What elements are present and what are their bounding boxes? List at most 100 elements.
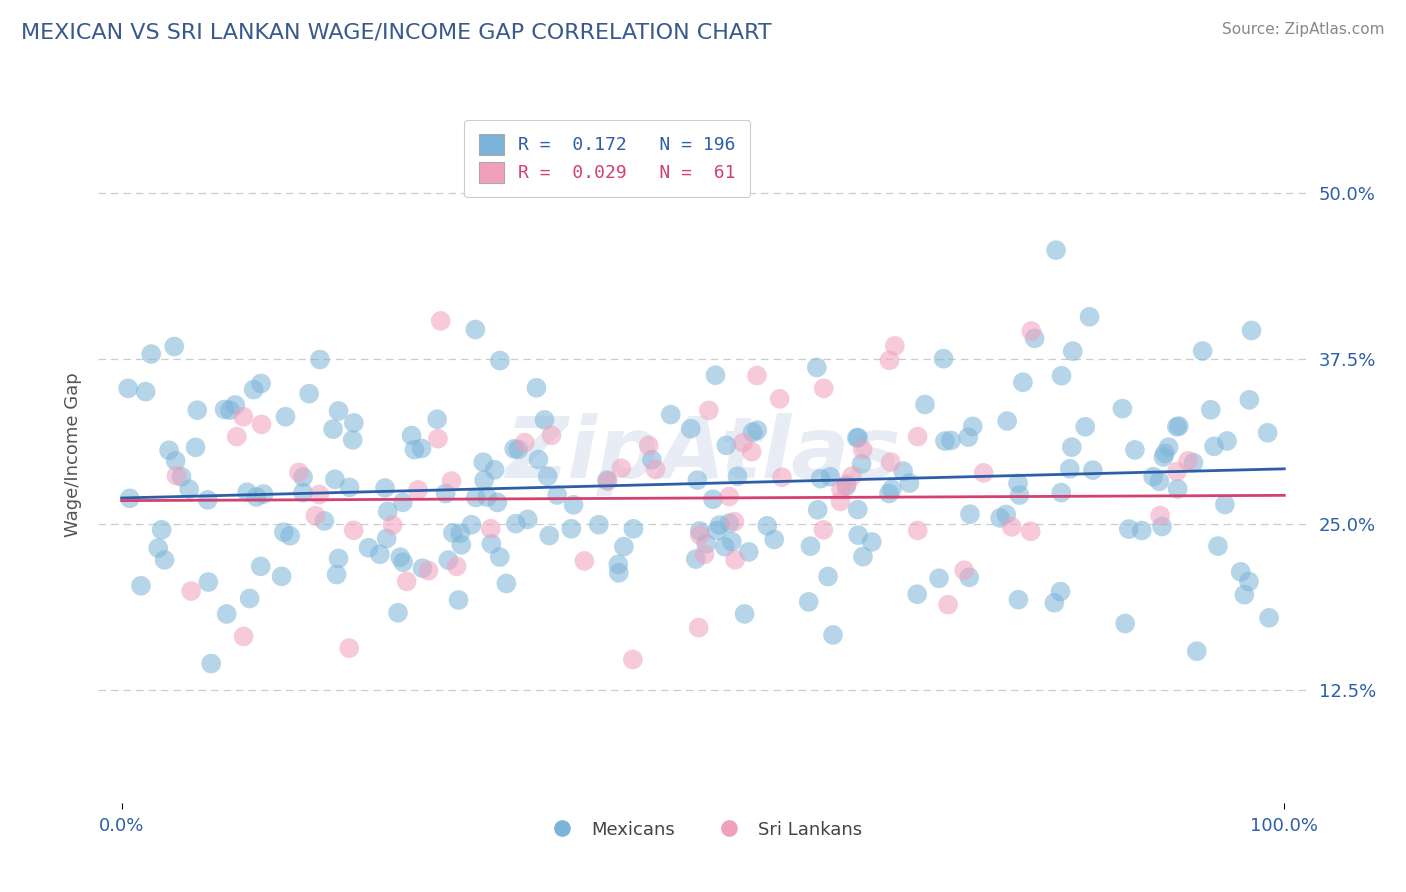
Point [1012, 376, 1035, 390]
Point [879, 353, 901, 368]
Point [688, 621, 710, 635]
Point [538, 528, 561, 542]
Point [877, 486, 900, 500]
Point [830, 483, 852, 497]
Point [1049, 584, 1071, 599]
Point [368, 547, 391, 561]
Point [274, 409, 297, 424]
Point [723, 515, 745, 529]
Point [745, 368, 768, 383]
Point [163, 339, 186, 353]
Point [820, 469, 842, 483]
Point [1123, 442, 1146, 457]
Point [406, 483, 429, 497]
Point [214, 402, 236, 417]
Point [1062, 344, 1084, 359]
Point [215, 607, 238, 621]
Point [429, 314, 451, 328]
Point [343, 523, 366, 537]
Point [1149, 475, 1171, 489]
Point [503, 442, 526, 456]
Point [232, 630, 254, 644]
Point [180, 584, 202, 599]
Point [1050, 485, 1073, 500]
Point [273, 525, 295, 540]
Point [562, 498, 585, 512]
Point [200, 657, 222, 671]
Point [508, 442, 530, 457]
Point [1007, 592, 1029, 607]
Point [716, 438, 738, 452]
Point [343, 416, 366, 430]
Point [153, 553, 176, 567]
Point [596, 475, 619, 489]
Point [880, 482, 903, 496]
Point [1229, 565, 1251, 579]
Point [718, 490, 741, 504]
Point [1257, 425, 1279, 440]
Point [1008, 488, 1031, 502]
Point [325, 567, 347, 582]
Point [374, 481, 396, 495]
Point [685, 552, 707, 566]
Point [1167, 482, 1189, 496]
Point [637, 438, 659, 452]
Text: ZipAtlas: ZipAtlas [505, 413, 901, 497]
Point [1153, 446, 1175, 460]
Point [939, 434, 962, 448]
Y-axis label: Wage/Income Gap: Wage/Income Gap [63, 373, 82, 537]
Point [314, 514, 336, 528]
Point [1206, 539, 1229, 553]
Point [1019, 524, 1042, 539]
Point [898, 476, 921, 491]
Point [1045, 243, 1067, 257]
Point [851, 457, 873, 471]
Point [179, 482, 201, 496]
Point [427, 432, 450, 446]
Point [527, 452, 550, 467]
Point [852, 442, 875, 457]
Point [797, 595, 820, 609]
Point [197, 492, 219, 507]
Point [426, 412, 449, 426]
Point [464, 491, 486, 505]
Point [988, 511, 1011, 525]
Point [806, 360, 828, 375]
Point [449, 526, 471, 541]
Point [323, 472, 346, 486]
Point [813, 523, 835, 537]
Point [891, 464, 914, 478]
Point [607, 558, 630, 572]
Point [623, 522, 645, 536]
Point [1074, 419, 1097, 434]
Point [472, 473, 495, 487]
Point [148, 541, 170, 555]
Point [1240, 323, 1263, 337]
Point [1081, 463, 1104, 477]
Point [813, 381, 835, 395]
Point [170, 470, 193, 484]
Point [1007, 476, 1029, 491]
Point [830, 494, 852, 508]
Point [689, 524, 711, 538]
Point [536, 469, 558, 483]
Point [1153, 450, 1175, 464]
Point [1078, 310, 1101, 324]
Point [936, 598, 959, 612]
Point [533, 413, 555, 427]
Point [821, 628, 844, 642]
Point [460, 517, 482, 532]
Point [1177, 454, 1199, 468]
Point [387, 606, 409, 620]
Point [392, 555, 415, 569]
Point [738, 545, 761, 559]
Point [883, 339, 905, 353]
Text: Source: ZipAtlas.com: Source: ZipAtlas.com [1222, 22, 1385, 37]
Point [613, 540, 636, 554]
Point [734, 607, 756, 621]
Point [934, 434, 956, 448]
Point [489, 353, 512, 368]
Point [1001, 520, 1024, 534]
Point [292, 485, 315, 500]
Point [1111, 401, 1133, 416]
